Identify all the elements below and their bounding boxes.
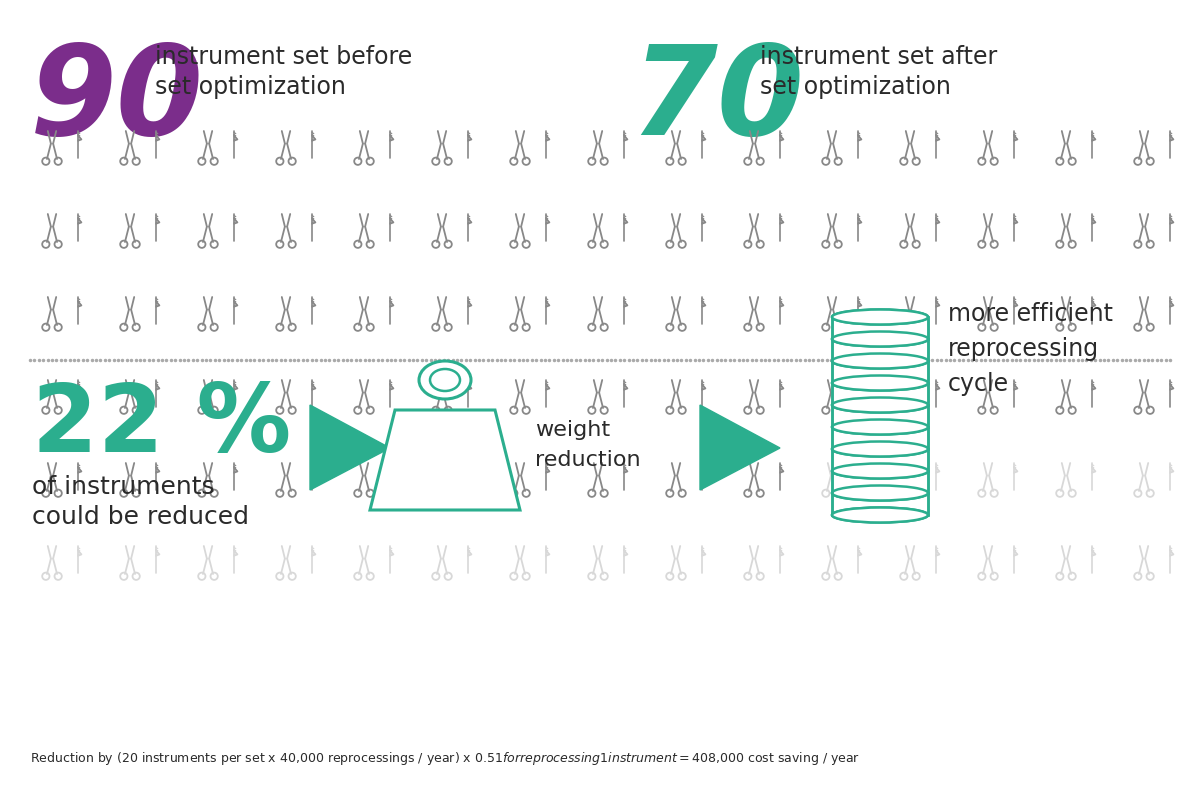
- Ellipse shape: [832, 419, 928, 434]
- Bar: [832, 361, 928, 383]
- Text: 90: 90: [30, 40, 204, 161]
- Text: instrument set before: instrument set before: [155, 45, 413, 69]
- Bar: [832, 317, 928, 339]
- Ellipse shape: [832, 507, 928, 522]
- Bar: [832, 405, 928, 427]
- Text: could be reduced: could be reduced: [32, 505, 250, 529]
- Polygon shape: [700, 405, 780, 490]
- Bar: [832, 383, 928, 405]
- Ellipse shape: [832, 375, 928, 390]
- Text: reduction: reduction: [535, 450, 641, 470]
- Text: 70: 70: [630, 40, 804, 161]
- Text: reprocessing: reprocessing: [948, 337, 1099, 361]
- Ellipse shape: [832, 442, 928, 457]
- Ellipse shape: [419, 361, 470, 399]
- Ellipse shape: [832, 331, 928, 346]
- Ellipse shape: [832, 442, 928, 457]
- Ellipse shape: [832, 398, 928, 413]
- Bar: [832, 339, 928, 361]
- Bar: [832, 449, 928, 471]
- Bar: [832, 427, 928, 449]
- Text: instrument set after: instrument set after: [760, 45, 997, 69]
- Text: set optimization: set optimization: [155, 75, 346, 99]
- Polygon shape: [370, 410, 520, 510]
- Ellipse shape: [832, 310, 928, 325]
- Bar: [832, 471, 928, 493]
- Ellipse shape: [832, 463, 928, 478]
- Text: of instruments: of instruments: [32, 475, 215, 499]
- Ellipse shape: [832, 463, 928, 478]
- Ellipse shape: [832, 310, 928, 325]
- Text: Reduction by (20 instruments per set x 40,000 reprocessings / year) x $0.51 for : Reduction by (20 instruments per set x 4…: [30, 750, 860, 767]
- Ellipse shape: [832, 486, 928, 501]
- Ellipse shape: [832, 507, 928, 522]
- Ellipse shape: [832, 486, 928, 501]
- Ellipse shape: [832, 354, 928, 369]
- Ellipse shape: [832, 354, 928, 369]
- Text: weight: weight: [535, 420, 610, 440]
- Text: set optimization: set optimization: [760, 75, 950, 99]
- Bar: [832, 493, 928, 515]
- Ellipse shape: [832, 398, 928, 413]
- Text: 22 %: 22 %: [32, 380, 292, 472]
- Ellipse shape: [430, 369, 460, 391]
- Text: more efficient: more efficient: [948, 302, 1114, 326]
- Ellipse shape: [832, 331, 928, 346]
- Polygon shape: [310, 405, 390, 490]
- Ellipse shape: [832, 375, 928, 390]
- Text: cycle: cycle: [948, 372, 1009, 396]
- Ellipse shape: [832, 419, 928, 434]
